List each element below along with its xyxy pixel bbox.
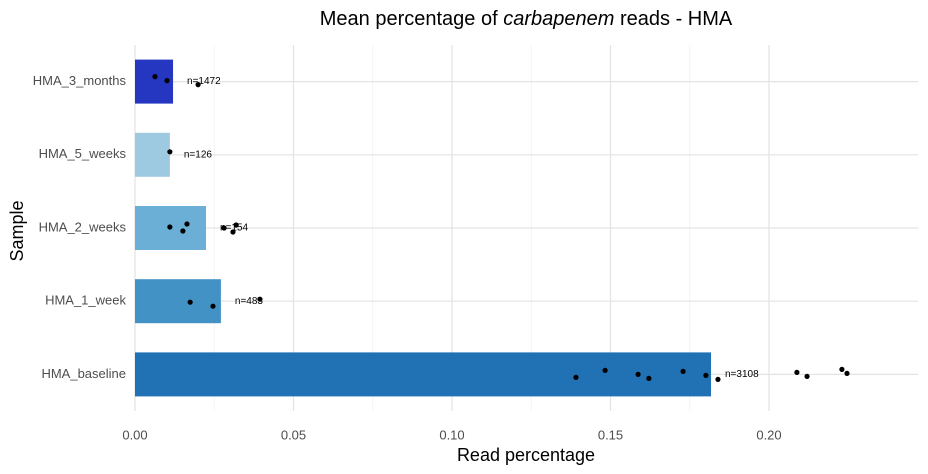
n-label: n=1472 (187, 76, 221, 87)
data-point (680, 368, 686, 374)
y-tick-label: HMA_5_weeks (39, 146, 127, 161)
n-label: n=154 (220, 223, 249, 234)
x-tick-label: 0.05 (281, 427, 306, 442)
n-label: n=483 (235, 296, 264, 307)
data-point (794, 369, 800, 375)
n-label: n=126 (184, 149, 213, 160)
data-point (602, 367, 608, 373)
data-point (839, 366, 845, 372)
x-tick-label: 0.20 (756, 427, 781, 442)
n-label: n=3108 (725, 369, 759, 380)
data-point (210, 303, 216, 309)
data-point (221, 225, 227, 231)
data-point (152, 74, 158, 80)
x-tick-label: 0.15 (598, 427, 623, 442)
y-tick-label: HMA_2_weeks (39, 219, 127, 234)
bar (135, 132, 170, 177)
y-axis-title: Sample (7, 200, 27, 261)
data-point (180, 228, 186, 234)
chart-title: Mean percentage of carbapenem reads - HM… (320, 8, 733, 30)
title-part: reads - HMA (614, 8, 732, 30)
x-tick-label: 0.00 (122, 427, 147, 442)
data-point (195, 82, 201, 88)
data-point (635, 371, 641, 377)
data-point (646, 375, 652, 381)
data-point (715, 376, 721, 382)
grid: 0.00 0.05 0.10 0.15 0.20 HMA_3_months HMA_5_we… (33, 45, 918, 442)
data-point (167, 149, 173, 155)
data-point (804, 373, 810, 379)
data-point (167, 224, 173, 230)
y-tick-label: HMA_1_week (45, 293, 126, 308)
y-tick-label: HMA_3_months (33, 73, 127, 88)
data-point (233, 222, 239, 228)
title-part: carbapenem (503, 8, 614, 30)
data-point (703, 372, 709, 378)
data-point (844, 370, 850, 376)
x-tick-label: 0.10 (439, 427, 464, 442)
data-point (187, 299, 193, 305)
data-point (230, 229, 236, 235)
title-part: Mean percentage of (320, 8, 503, 30)
bar (135, 352, 711, 397)
x-axis-title: Read percentage (457, 445, 595, 465)
data-point (184, 221, 190, 227)
data-point (164, 78, 170, 84)
bar (135, 279, 221, 324)
plot-area: n=1472 n=126 n=154 n=483 n=3108 (135, 59, 850, 397)
y-tick-label: HMA_baseline (41, 366, 126, 381)
data-point (257, 296, 263, 302)
data-point (573, 374, 579, 380)
